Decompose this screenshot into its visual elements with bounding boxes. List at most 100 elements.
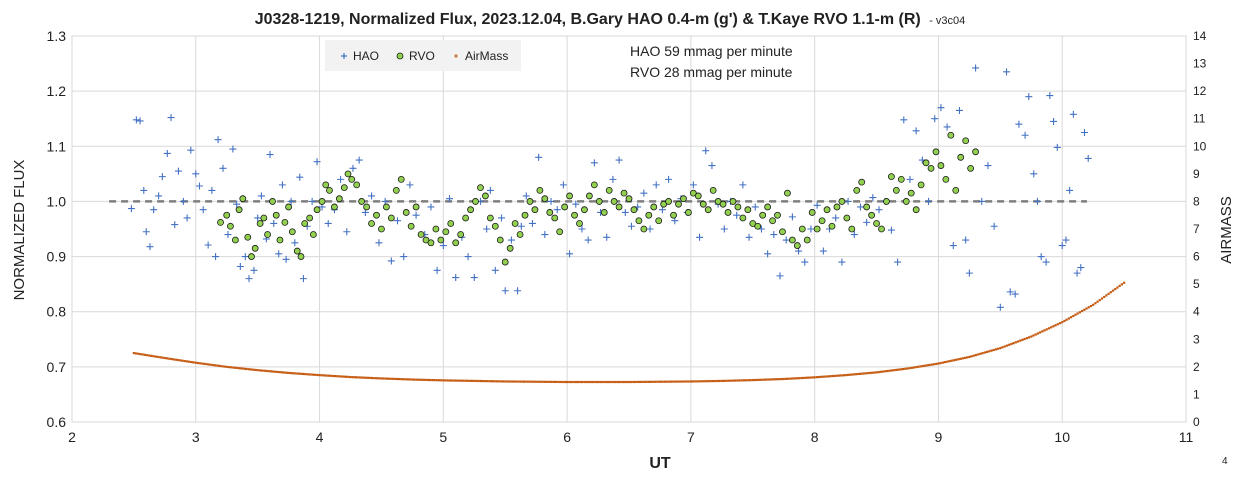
airmass-point xyxy=(829,375,832,378)
airmass-point xyxy=(314,373,317,376)
hao-point xyxy=(807,225,815,233)
hao-point xyxy=(1037,253,1045,261)
airmass-point xyxy=(1098,298,1101,302)
airmass-point xyxy=(448,379,452,382)
airmass-point xyxy=(1010,342,1013,346)
hao-point xyxy=(233,200,241,208)
airmass-point xyxy=(676,380,679,383)
airmass-point xyxy=(1061,321,1064,324)
airmass-point xyxy=(406,378,410,381)
hao-point xyxy=(522,192,530,200)
hao-point xyxy=(254,214,262,222)
annotation-hao-rate: HAO 59 mmag per minute xyxy=(630,43,793,59)
airmass-point xyxy=(669,380,673,383)
airmass-point xyxy=(568,380,571,384)
airmass-point xyxy=(143,353,147,356)
airmass-point xyxy=(305,373,308,376)
rvo-point xyxy=(516,231,524,238)
rvo-point xyxy=(774,211,781,219)
airmass-point xyxy=(548,380,551,383)
rvo-point xyxy=(620,189,628,197)
airmass-point xyxy=(435,379,438,382)
y-tick-label: 0.6 xyxy=(47,414,67,430)
airmass-point xyxy=(486,380,489,383)
airmass-point xyxy=(924,364,927,367)
airmass-point xyxy=(572,380,575,384)
rvo-point xyxy=(427,239,435,247)
rvo-point xyxy=(793,242,801,249)
airmass-point xyxy=(605,380,608,384)
rvo-point xyxy=(744,206,752,214)
hao-point xyxy=(439,242,447,250)
rvo-point xyxy=(331,203,338,211)
hao-point xyxy=(535,153,543,161)
rvo-point xyxy=(235,206,243,214)
rvo-point xyxy=(285,203,293,211)
airmass-point xyxy=(647,380,650,383)
airmass-point xyxy=(685,380,688,383)
rvo-point xyxy=(937,162,945,169)
airmass-point xyxy=(437,379,441,382)
rvo-point xyxy=(927,164,935,172)
hao-point xyxy=(541,231,549,239)
airmass-point xyxy=(873,371,876,374)
airmass-point xyxy=(853,373,856,376)
rvo-point xyxy=(912,206,920,214)
airmass-point xyxy=(1012,342,1015,345)
airmass-point xyxy=(411,378,414,381)
hao-point xyxy=(894,258,902,266)
rvo-point xyxy=(546,209,554,216)
rvo-point xyxy=(729,198,737,205)
airmass-point xyxy=(245,367,248,371)
airmass-point xyxy=(577,380,580,384)
airmass-point xyxy=(1056,323,1059,326)
airmass-point xyxy=(921,364,925,368)
hao-point xyxy=(1062,236,1070,244)
airmass-point xyxy=(459,379,463,382)
airmass-point xyxy=(300,372,303,375)
airmass-point xyxy=(349,375,352,379)
rvo-point xyxy=(272,211,280,219)
airmass-point xyxy=(1072,314,1075,318)
airmass-point xyxy=(497,380,500,383)
hao-point xyxy=(844,197,852,205)
airmass-point xyxy=(1043,329,1046,332)
rvo-point xyxy=(452,239,460,247)
hao-point xyxy=(1042,258,1050,266)
hao-point xyxy=(990,222,998,230)
airmass-point xyxy=(992,348,995,352)
airmass-point xyxy=(493,380,496,383)
airmass-point xyxy=(413,378,416,381)
airmass-point xyxy=(855,373,858,376)
airmass-point xyxy=(1123,281,1126,284)
airmass-point xyxy=(729,379,732,382)
hao-point xyxy=(1006,288,1014,296)
hao-point xyxy=(1046,92,1054,100)
airmass-point xyxy=(190,360,193,364)
airmass-point xyxy=(274,370,277,373)
hao-point xyxy=(720,225,728,233)
rvo-point xyxy=(482,192,489,200)
airmass-point xyxy=(738,379,741,382)
airmass-point xyxy=(709,380,712,383)
airmass-point xyxy=(1027,336,1031,339)
hao-point xyxy=(900,116,908,124)
rvo-point xyxy=(402,209,410,216)
x-tick-label: 6 xyxy=(563,429,571,445)
hao-point xyxy=(1081,129,1088,136)
airmass-point xyxy=(1120,283,1124,286)
y2-tick-label: 4 xyxy=(1193,305,1200,319)
airmass-point xyxy=(826,375,830,378)
airmass-point xyxy=(703,380,706,383)
hao-point xyxy=(937,104,945,112)
airmass-point xyxy=(915,365,918,369)
airmass-point xyxy=(457,379,460,382)
airmass-point xyxy=(1014,341,1017,344)
y2-tick-label: 2 xyxy=(1193,360,1200,374)
airmass-point xyxy=(694,380,697,383)
airmass-point xyxy=(247,368,250,371)
rvo-point xyxy=(967,164,975,172)
rvo-point xyxy=(521,211,529,219)
hao-point xyxy=(547,197,555,205)
hao-point xyxy=(142,228,150,236)
